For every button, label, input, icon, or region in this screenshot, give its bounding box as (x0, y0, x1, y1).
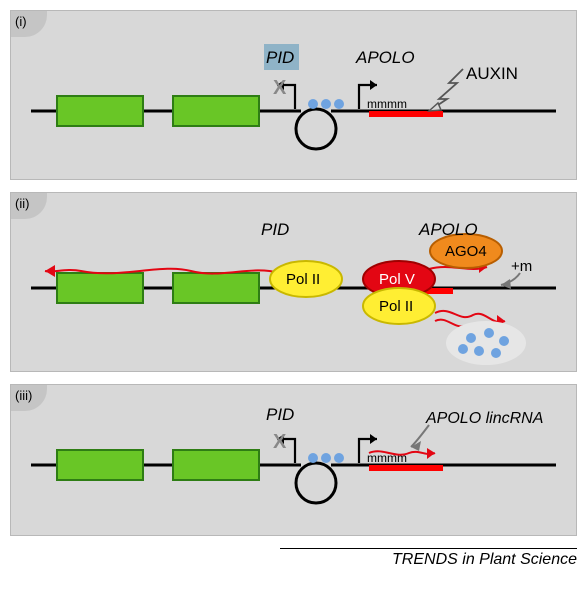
plus-m: +m (511, 258, 532, 275)
pid-label: PID (261, 220, 289, 239)
panel-i-svg: PID X APOLO mmmm AUXIN (11, 11, 576, 179)
panel-ii-svg: Pol II Pol V Pol II AGO4 +m PID APOLO (11, 193, 576, 371)
exon-1 (57, 96, 143, 126)
panel-iii: (iii) PID X mmmm APOLO lincRNA (10, 384, 577, 536)
pid-label: PID (266, 48, 294, 67)
panel-iii-svg: PID X mmmm APOLO lincRNA (11, 385, 576, 535)
svg-text:Pol II: Pol II (379, 298, 413, 315)
svg-text:AGO4: AGO4 (445, 243, 487, 260)
apolo-label: APOLO (418, 220, 478, 239)
rna-cloud (446, 321, 526, 365)
apolo-lincrna-label: APOLO lincRNA (425, 410, 543, 427)
pid-label: PID (266, 405, 294, 424)
svg-text:Pol II: Pol II (286, 271, 320, 288)
x-mark: X (273, 77, 287, 99)
panel-ii: (ii) Pol II Pol V Pol II A (10, 192, 577, 372)
exon-2 (173, 96, 259, 126)
svg-text:X: X (273, 431, 287, 453)
footer-credit: TRENDS in Plant Science (280, 548, 577, 569)
m-marks: mmmm (367, 97, 407, 111)
auxin-label: AUXIN (466, 64, 518, 83)
apolo-label: APOLO (355, 48, 415, 67)
svg-text:Pol V: Pol V (379, 271, 415, 288)
panel-i: (i) PID X APOLO mmmm AUXIN (10, 10, 577, 180)
